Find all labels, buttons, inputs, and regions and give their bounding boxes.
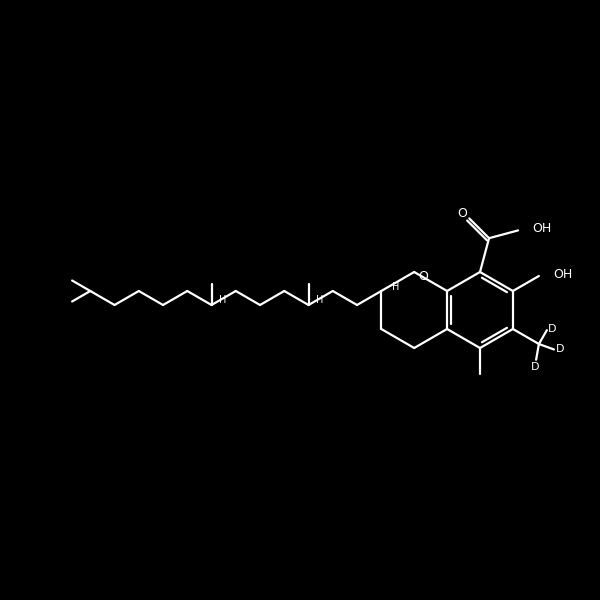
Text: H: H: [392, 282, 399, 292]
Text: OH: OH: [553, 269, 572, 281]
Text: D: D: [548, 324, 556, 334]
Text: O: O: [418, 269, 428, 283]
Text: OH: OH: [532, 222, 551, 235]
Text: H: H: [316, 295, 323, 305]
Text: D: D: [531, 362, 539, 372]
Text: O: O: [457, 207, 467, 220]
Text: H: H: [219, 295, 226, 305]
Text: D: D: [556, 344, 564, 355]
